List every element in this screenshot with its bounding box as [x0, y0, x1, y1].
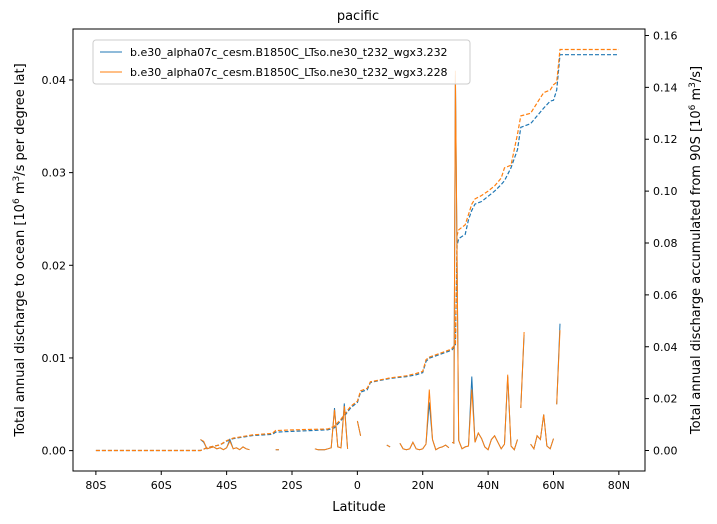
series-layer — [95, 48, 619, 452]
y-left-tick-label: 0.03 — [42, 167, 67, 180]
legend: b.e30_alpha07c_cesm.B1850C_LTso.ne30_t23… — [92, 39, 471, 85]
y-right-tick-label: 0.10 — [653, 185, 678, 198]
x-tick-label: 40N — [477, 479, 499, 492]
x-tick-label: 60N — [542, 479, 564, 492]
axis-label-part: m — [13, 182, 28, 199]
x-tick-label: 20S — [282, 479, 303, 492]
y-left-tick-label: 0.01 — [42, 352, 67, 365]
y-right-tick-label: 0.02 — [653, 393, 678, 406]
y-left-tick-label: 0.00 — [42, 445, 67, 458]
axis-label-part: 3 — [688, 82, 698, 88]
x-tick-label: 80N — [608, 479, 630, 492]
y-right-tick-label: 0.14 — [653, 81, 678, 94]
series-1-accumulated-line — [95, 54, 619, 452]
chart-title: pacific — [337, 9, 379, 24]
plot-frame — [72, 28, 646, 472]
series-2-accumulated-line — [95, 48, 619, 452]
axis-label-part: Total annual discharge to ocean [10 — [13, 204, 28, 438]
y-right-tick-label: 0.08 — [653, 237, 678, 250]
x-tick-label: 40S — [216, 479, 237, 492]
axis-label-part: /s] — [689, 66, 704, 82]
axis-label-part: 6 — [12, 198, 22, 204]
y-axis-left: 0.00 0.01 0.02 0.03 0.04 — [42, 74, 73, 458]
legend-entry-1: b.e30_alpha07c_cesm.B1850C_LTso.ne30_t23… — [130, 46, 448, 59]
y-right-tick-label: 0.00 — [653, 445, 678, 458]
series-2-discharge-line — [200, 70, 561, 451]
x-tick-label: 60S — [151, 479, 172, 492]
axis-label-part: Total annual discharge accumulated from … — [689, 110, 704, 435]
axis-label-part: /s per degree lat] — [13, 63, 28, 175]
axis-label-part: m — [689, 88, 704, 105]
axis-label-part: 6 — [688, 104, 698, 110]
y-left-tick-label: 0.02 — [42, 259, 67, 272]
x-tick-label: 80S — [85, 479, 106, 492]
y-right-tick-label: 0.12 — [653, 133, 678, 146]
legend-box — [92, 39, 471, 85]
y-left-tick-label: 0.04 — [42, 74, 67, 87]
axis-label-part: 3 — [12, 176, 22, 182]
y-axis-right-label: Total annual discharge accumulated from … — [688, 66, 704, 435]
legend-entry-2: b.e30_alpha07c_cesm.B1850C_LTso.ne30_t23… — [130, 66, 448, 79]
x-tick-label: 20N — [412, 479, 434, 492]
x-axis: 80S 60S 40S 20S 0 20N 40N 60N 80N — [85, 471, 630, 492]
x-tick-label: 0 — [354, 479, 361, 492]
y-axis-right: 0.00 0.02 0.04 0.06 0.08 0.10 0.12 0.14 0.16 — [645, 29, 678, 458]
y-right-tick-label: 0.16 — [653, 29, 678, 42]
y-axis-left-label: Total annual discharge to ocean [106 m3/… — [12, 63, 28, 437]
y-right-tick-label: 0.04 — [653, 341, 678, 354]
y-right-tick-label: 0.06 — [653, 289, 678, 302]
x-axis-label: Latitude — [332, 500, 386, 515]
